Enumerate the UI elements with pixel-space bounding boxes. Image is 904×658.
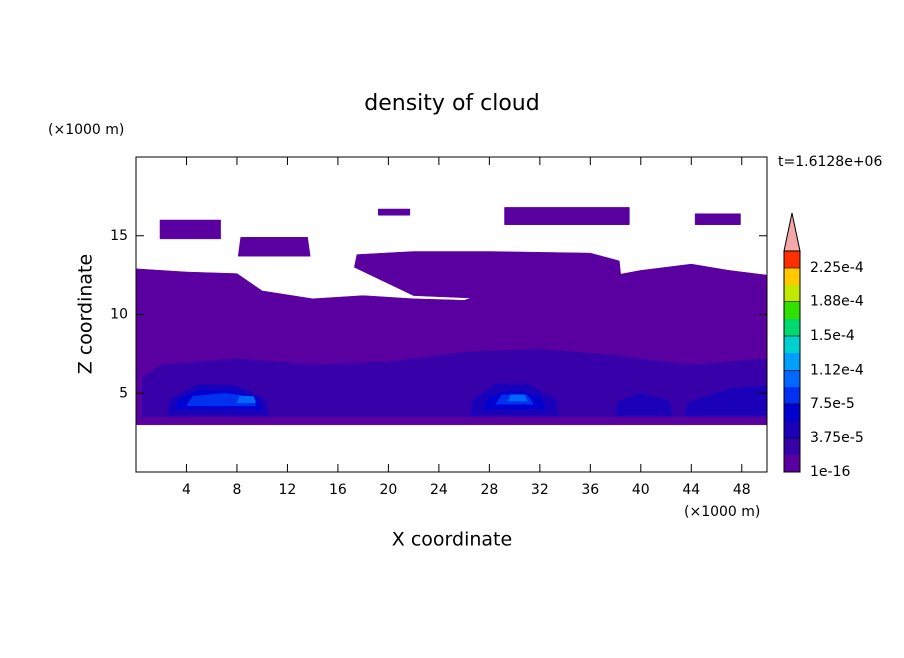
contour-region	[237, 237, 311, 257]
colorbar-band	[784, 336, 800, 353]
contour-fills	[136, 207, 767, 426]
x-tick-label: 36	[581, 482, 599, 498]
colorbar-band	[784, 319, 800, 336]
x-tick-label: 16	[329, 482, 347, 498]
colorbar-band	[784, 455, 800, 472]
colorbar-tick-label: 1.5e-4	[810, 328, 855, 344]
colorbar-band	[784, 268, 800, 285]
contour-region	[378, 208, 411, 216]
colorbar-band	[784, 285, 800, 302]
contour-region	[504, 207, 630, 225]
y-unit: (×1000 m)	[48, 122, 124, 138]
time-annotation: t=1.6128e+06	[778, 154, 882, 170]
x-axis-title: X coordinate	[392, 529, 512, 551]
colorbar-band	[784, 251, 800, 268]
contour-region	[236, 396, 257, 403]
colorbar-band	[784, 387, 800, 404]
colorbar-band	[784, 353, 800, 370]
colorbar-band	[784, 421, 800, 438]
colorbar-tick-label: 1.88e-4	[810, 294, 864, 310]
colorbar: 1e-16 3.75e-5 7.5e-5 1.12e-4 1.5e-4 1.88e-4 2.…	[783, 212, 864, 480]
x-tick-label: 12	[279, 482, 297, 498]
colorbar-band	[784, 302, 800, 319]
x-tick-label: 4	[182, 482, 191, 498]
x-tick-label: 8	[232, 482, 241, 498]
x-tick-label: 24	[430, 482, 448, 498]
colorbar-band	[784, 438, 800, 455]
colorbar-extend	[783, 212, 801, 252]
y-axis-title: Z coordinate	[75, 254, 97, 374]
contour-region	[159, 219, 221, 240]
x-unit: (×1000 m)	[684, 504, 760, 520]
x-tick-label: 28	[480, 482, 498, 498]
x-tick-label: 44	[682, 482, 700, 498]
x-tick-label: 20	[379, 482, 397, 498]
contour-region	[507, 394, 528, 402]
contour-region	[694, 213, 741, 225]
chart-title: density of cloud	[364, 91, 539, 116]
y-tick-label: 5	[119, 385, 128, 401]
colorbar-tick-label: 1.12e-4	[810, 362, 864, 378]
contour-region	[142, 348, 767, 418]
colorbar-tick-label: 7.5e-5	[810, 396, 855, 412]
contour-region	[684, 385, 767, 416]
y-tick-label: 15	[110, 228, 128, 244]
colorbar-tick-label: 2.25e-4	[810, 260, 864, 276]
colorbar-band	[784, 370, 800, 387]
colorbar-tick-label: 1e-16	[810, 464, 850, 480]
colorbar-band	[784, 404, 800, 421]
x-tick-label: 40	[632, 482, 650, 498]
contour-region	[354, 251, 623, 300]
y-tick-label: 10	[110, 307, 128, 323]
contour-region	[615, 393, 673, 416]
x-tick-label: 32	[531, 482, 549, 498]
colorbar-tick-label: 3.75e-5	[810, 430, 864, 446]
x-tick-label: 48	[733, 482, 751, 498]
